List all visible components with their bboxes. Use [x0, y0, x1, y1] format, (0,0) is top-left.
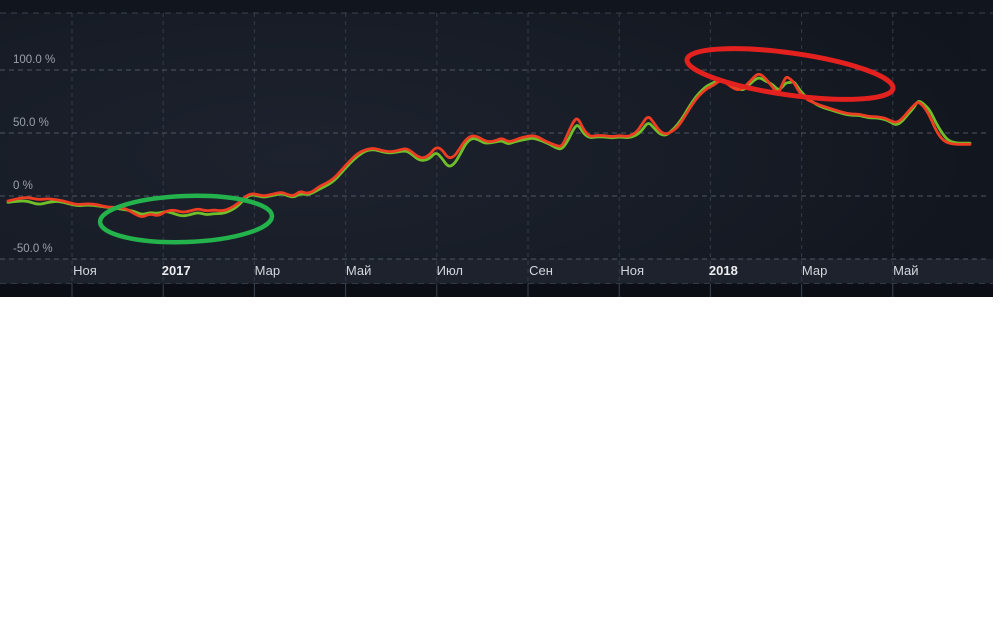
y-axis-label: 100.0 %: [13, 54, 56, 66]
x-axis-label: Май: [893, 263, 919, 278]
x-axis-label: Сен: [529, 263, 553, 278]
chart-top-border: [0, 0, 993, 13]
chart-bottom-border: [0, 284, 993, 297]
red-line-series: [6, 72, 972, 218]
price-chart-panel[interactable]: Ноя 2017 Мар Май Июл Сен Ноя 2018 Мар Май 100.0 %…: [0, 0, 993, 297]
date-axis[interactable]: Ноя 2017 Мар Май Июл Сен Ноя 2018 Мар Май: [0, 259, 993, 283]
x-axis-label: Ноя: [73, 263, 97, 278]
x-axis-label: Ноя: [620, 263, 645, 278]
green-circle-annotation: [97, 193, 275, 245]
y-axis-label: 0 %: [13, 180, 33, 192]
y-axis-label: 50.0 %: [13, 117, 49, 129]
x-axis-label: Мар: [254, 263, 281, 278]
x-axis-label: 2018: [708, 263, 738, 278]
x-axis-label: 2017: [161, 263, 191, 278]
x-axis-label: Мар: [801, 263, 828, 278]
price-axis-margin[interactable]: [970, 13, 993, 259]
green-line-series: [6, 76, 972, 218]
y-axis-label: -50.0 %: [13, 243, 53, 255]
red-circle-annotation: [684, 46, 896, 102]
x-axis-label: Май: [345, 263, 372, 278]
chart-svg: [0, 12, 993, 297]
x-axis-label: Июл: [436, 263, 463, 278]
